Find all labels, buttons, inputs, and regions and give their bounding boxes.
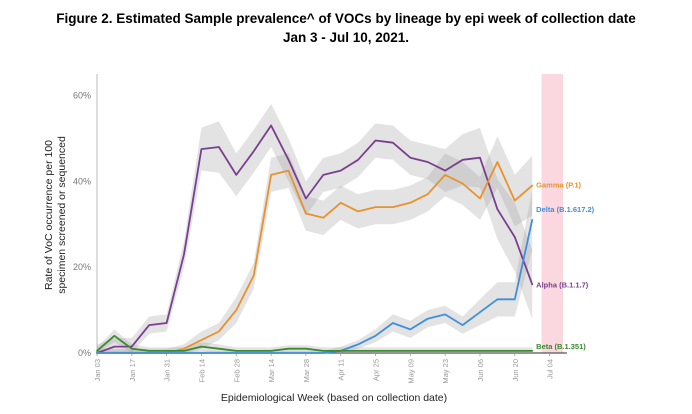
y-tick-label: 40%: [73, 176, 91, 186]
chart-title-line-1: Figure 2. Estimated Sample prevalence^ o…: [56, 11, 636, 26]
x-axis-label: Epidemiological Week (based on collectio…: [221, 392, 447, 404]
y-tick-label: 60%: [73, 90, 91, 100]
x-tick-label: Jan 03: [93, 359, 102, 382]
x-tick-label: Apr 11: [337, 359, 346, 381]
x-tick-label: Jan 31: [163, 359, 172, 382]
x-tick-label: Feb 28: [232, 359, 241, 382]
x-tick-label: May 09: [406, 359, 415, 384]
plot-area: 0% 20% 40% 60% Jan 03 Jan 17 Jan 31 Feb 14 Feb 2…: [73, 74, 595, 384]
x-tick-label: Feb 14: [197, 359, 206, 382]
series-label-1: Gamma (P.1): [536, 181, 581, 190]
highlight-band: [541, 74, 563, 353]
chart-title-line-2: Jan 3 - Jul 10, 2021.: [283, 30, 409, 45]
x-tick-label: May 23: [441, 359, 450, 384]
x-tick-label: Mar 14: [267, 359, 276, 382]
series-label-3: Beta (B.1.351): [536, 342, 586, 351]
series-line-3: [96, 334, 534, 352]
series-label-2: Delta (B.1.617.2): [536, 205, 594, 214]
confidence-band-0: [97, 104, 533, 353]
y-axis-label-line-1: Rate of VoC occurrence per 100: [43, 140, 55, 290]
x-tick-label: Apr 25: [372, 359, 381, 381]
y-axis-label: Rate of VoC occurrence per 100 specimen …: [43, 136, 68, 294]
x-tick-label: Jun 06: [476, 359, 485, 382]
x-tick-label: Jan 17: [128, 359, 137, 382]
y-tick-label: 20%: [73, 262, 91, 272]
series-line-0: [96, 124, 534, 354]
y-axis-label-line-2: specimen screened or sequenced: [56, 136, 68, 294]
series-label-0: Alpha (B.1.1.7): [536, 280, 589, 289]
x-tick-label: Mar 28: [302, 359, 311, 382]
x-tick-label: Jul 04: [546, 359, 555, 379]
x-tick-label: Jun 20: [511, 359, 520, 382]
series-line-2: [96, 218, 534, 354]
y-tick-label: 0%: [78, 348, 91, 358]
confidence-band-1: [97, 136, 533, 353]
